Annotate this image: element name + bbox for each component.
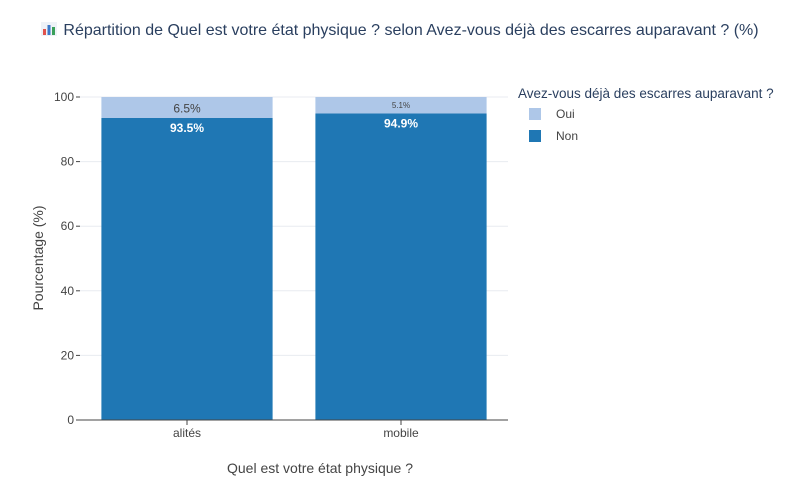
- legend-swatch-oui: [529, 108, 541, 120]
- y-tick-label: 40: [61, 284, 75, 298]
- bar-chart-icon: [41, 22, 58, 36]
- legend-item-non[interactable]: Non: [518, 127, 774, 145]
- y-tick-label: 0: [67, 413, 74, 427]
- legend-item-oui[interactable]: Oui: [518, 105, 774, 123]
- y-axis-label: Pourcentage (%): [30, 205, 46, 311]
- bar-non-0: [101, 117, 273, 421]
- x-axis-label: Quel est votre état physique ?: [70, 460, 570, 476]
- data-label-oui-0: 6.5%: [173, 101, 201, 115]
- data-label-oui-1: 5.1%: [392, 101, 410, 110]
- legend: Avez-vous déjà des escarres auparavant ?…: [518, 86, 774, 145]
- legend-title: Avez-vous déjà des escarres auparavant ?: [518, 86, 774, 101]
- y-tick-label: 20: [61, 348, 75, 362]
- x-tick-label: alités: [173, 426, 201, 440]
- chart-title-row: Répartition de Quel est votre état physi…: [0, 22, 800, 40]
- legend-label-oui: Oui: [556, 107, 575, 121]
- bar-non-1: [315, 113, 487, 421]
- legend-label-non: Non: [556, 129, 579, 143]
- y-tick-label: 60: [61, 219, 75, 233]
- x-tick-label: mobile: [383, 426, 419, 440]
- chart-title: Répartition de Quel est votre état physi…: [63, 22, 759, 39]
- bar-oui-0: [101, 97, 273, 118]
- legend-swatch-non: [529, 130, 541, 142]
- data-label-non-0: 93.5%: [170, 121, 204, 135]
- bar-oui-1: [315, 97, 487, 114]
- data-label-non-1: 94.9%: [384, 116, 418, 130]
- y-tick-label: 100: [54, 90, 74, 104]
- y-tick-label: 80: [61, 155, 75, 169]
- x-axis-label-text: Quel est votre état physique ?: [227, 460, 413, 476]
